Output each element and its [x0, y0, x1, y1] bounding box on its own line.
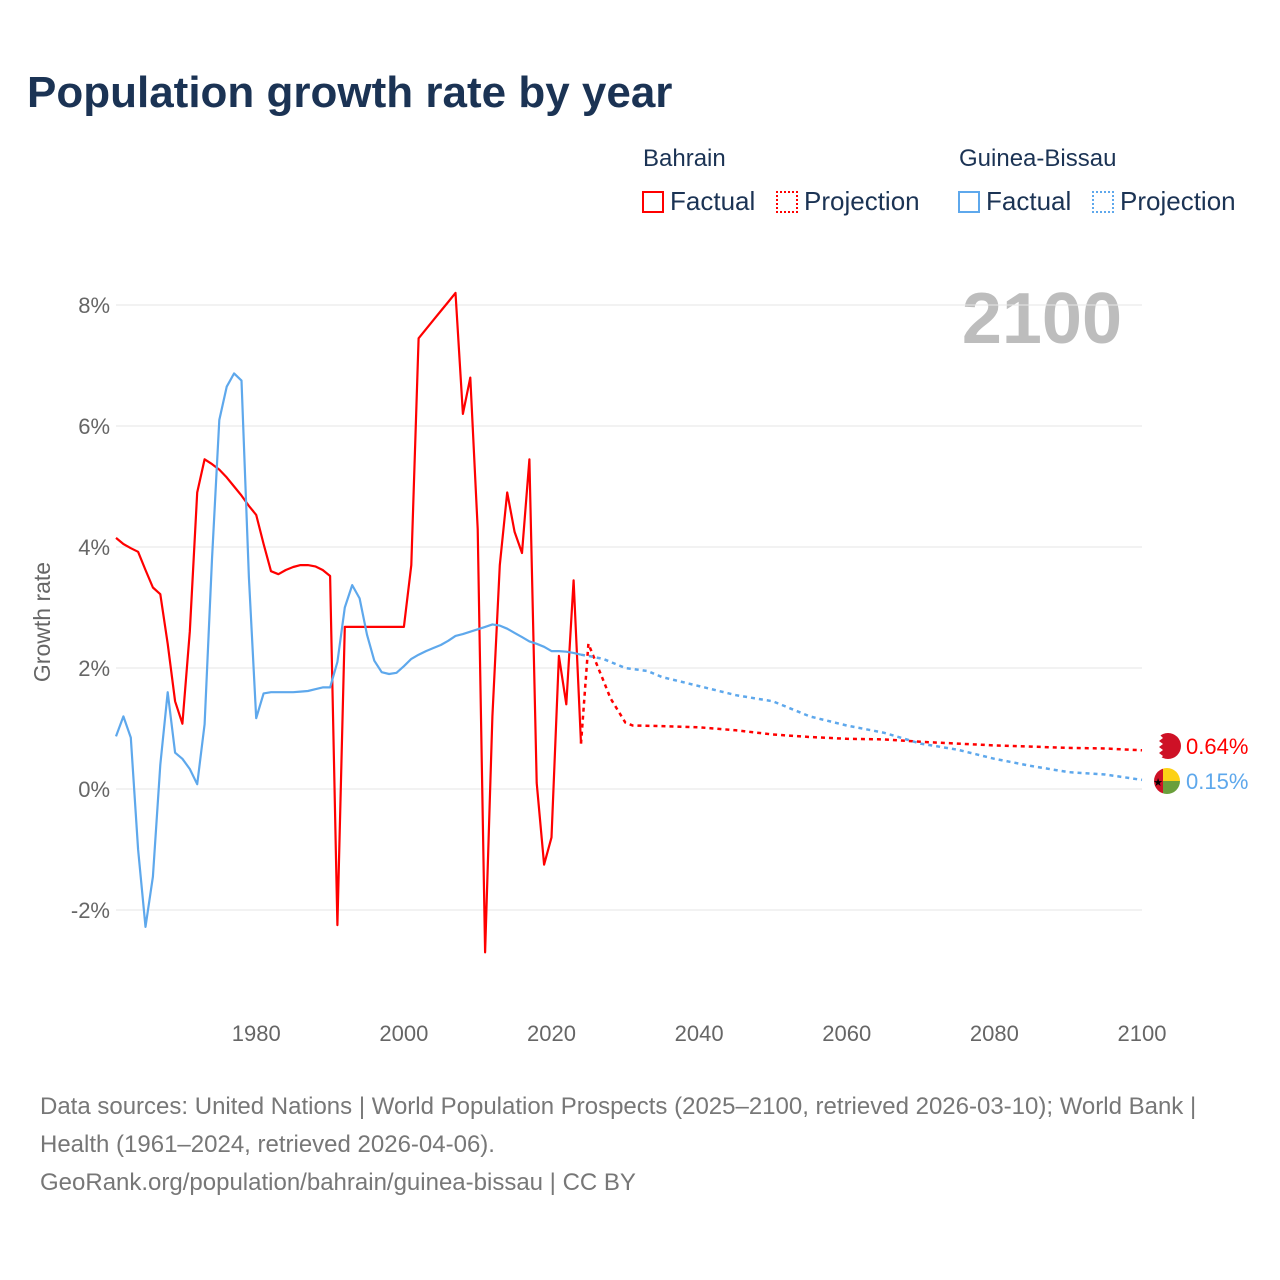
legend-swatch [958, 190, 980, 213]
x-tick-label: 2020 [527, 1021, 576, 1046]
legend-bahrain-projection[interactable]: Projection [776, 186, 920, 217]
guinea-bissau-flag-icon: ★ [1153, 768, 1180, 794]
line-bahrain-factual [115, 291, 583, 954]
end-value-label-bahrain: 0.64% [1186, 734, 1248, 759]
year-display: 2100 [962, 279, 1122, 359]
x-tick-label: 2100 [1118, 1021, 1167, 1046]
y-tick-label: 2% [78, 656, 110, 681]
footer: Data sources: United Nations | World Pop… [40, 1088, 1240, 1202]
x-tick-label: 2080 [970, 1021, 1019, 1046]
x-tick-label: 1980 [232, 1021, 281, 1046]
legend-label: Projection [1120, 186, 1236, 216]
flag-star: ★ [1153, 777, 1163, 789]
legend-swatch [1092, 190, 1114, 213]
chart-title: Population growth rate by year [27, 68, 673, 117]
y-axis-label: Growth rate [29, 562, 55, 682]
footer-credit[interactable]: GeoRank.org/population/bahrain/guinea-bi… [40, 1169, 636, 1196]
legend-label: Projection [804, 186, 920, 216]
footer-sources: Data sources: United Nations | World Pop… [40, 1093, 1197, 1158]
x-tick-label: 2040 [675, 1021, 724, 1046]
y-tick-label: 0% [78, 777, 110, 802]
y-tick-label: 6% [78, 414, 110, 439]
flag-bg [1155, 733, 1181, 759]
legend-label: Factual [986, 186, 1072, 216]
y-tick-label: 8% [78, 293, 110, 318]
flag-green [1163, 781, 1180, 794]
line-guinea-bissau-projection [580, 653, 1143, 782]
line-bahrain-projection [579, 643, 1143, 752]
flag-body: ★ [1153, 768, 1180, 794]
x-tick-label: 2000 [379, 1021, 428, 1046]
legend-swatch [776, 190, 798, 213]
legend-bahrain-heading: Bahrain [643, 145, 726, 172]
legend-guinea-bissau-factual[interactable]: Factual [958, 186, 1071, 217]
flag-yellow [1163, 768, 1180, 781]
bahrain-flag-icon [1155, 733, 1181, 759]
flag-red [1154, 768, 1163, 794]
y-tick-label: -2% [71, 898, 110, 923]
end-value-label-guinea-bissau: 0.15% [1186, 769, 1248, 794]
legend-guinea-bissau-heading: Guinea-Bissau [959, 145, 1117, 172]
x-tick-label: 2060 [822, 1021, 871, 1046]
line-guinea-bissau-factual [114, 372, 582, 929]
legend-guinea-bissau-projection[interactable]: Projection [1092, 186, 1236, 217]
legend-swatch [642, 190, 664, 213]
legend-label: Factual [670, 186, 756, 216]
legend-bahrain-factual[interactable]: Factual [642, 186, 755, 217]
flag-serration [1155, 735, 1163, 759]
y-tick-label: 4% [78, 535, 110, 560]
